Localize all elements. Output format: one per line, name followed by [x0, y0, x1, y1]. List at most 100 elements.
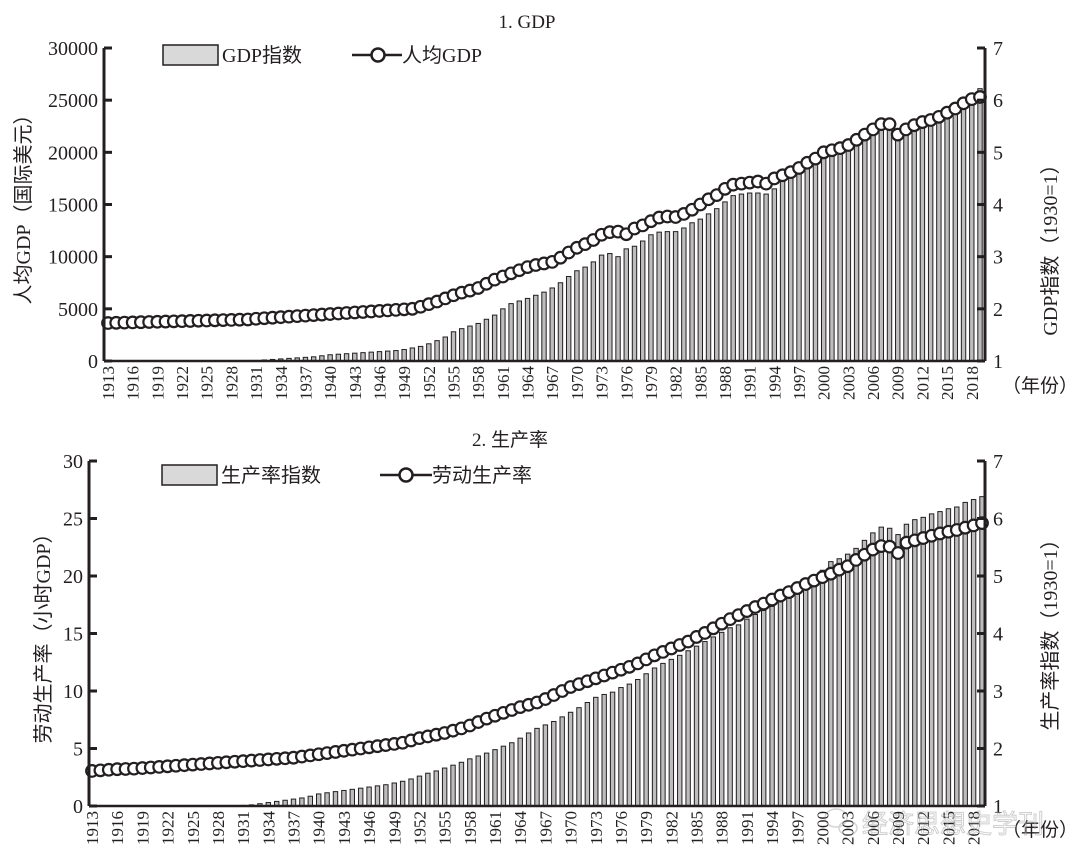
bar-1944 — [360, 352, 366, 362]
bar-1981 — [660, 662, 666, 807]
bar-2013 — [928, 513, 935, 807]
legend: 生产率指数 劳动生产率 — [161, 464, 532, 487]
bar-1978 — [635, 679, 641, 807]
bar-1983 — [677, 654, 683, 807]
left-tick-label: 25 — [63, 509, 83, 531]
bar-1989 — [730, 195, 736, 362]
x-tick-label: 1973 — [587, 811, 606, 845]
watermark-text: 经济思想史学刊 — [862, 810, 1044, 839]
x-tick-label: 1964 — [511, 811, 530, 846]
left-tick-label: 0 — [73, 796, 83, 818]
x-axis-label: （年份） — [1002, 819, 1078, 841]
bar-1949 — [401, 349, 407, 362]
bar-1974 — [601, 693, 607, 807]
bar-1969 — [565, 275, 572, 362]
left-tick-label: 15000 — [48, 195, 98, 217]
bar-1951 — [408, 778, 414, 807]
bar-1958 — [467, 758, 473, 807]
right-tick-label: 1 — [993, 796, 1003, 818]
bar-1956 — [450, 764, 456, 807]
x-tick-label: 1985 — [691, 366, 710, 400]
bar-2004 — [853, 547, 859, 807]
bar-1961 — [492, 749, 498, 807]
watermark: 经济思想史学刊 — [824, 808, 1045, 840]
x-tick-label: 1946 — [360, 811, 379, 845]
x-tick-label: 1937 — [296, 366, 315, 401]
right-tick-label: 7 — [993, 38, 1003, 60]
bar-1986 — [702, 641, 708, 807]
bar-1964 — [524, 297, 531, 362]
bar-1948 — [383, 784, 389, 807]
x-tick-label: 2015 — [939, 811, 958, 845]
bar-1959 — [475, 755, 481, 807]
left-tick-label: 5000 — [58, 299, 98, 321]
x-tick-label: 2003 — [839, 366, 858, 400]
bar-2003 — [844, 553, 851, 807]
x-tick-label: 1982 — [667, 366, 686, 400]
x-tick-label: 1952 — [420, 366, 439, 400]
left-tick-label: 30000 — [48, 38, 98, 60]
legend-line-label: 劳动生产率 — [432, 464, 532, 487]
bar-2004 — [853, 136, 860, 362]
bar-1971 — [582, 266, 588, 362]
x-tick-label: 1997 — [790, 366, 809, 401]
left-tick-label: 30 — [63, 451, 83, 473]
bar-1954 — [442, 336, 448, 362]
x-tick-label: 1964 — [519, 366, 538, 401]
bar-1981 — [664, 231, 671, 362]
bar-1980 — [656, 231, 662, 362]
line-points — [101, 90, 987, 330]
bar-2011 — [912, 519, 918, 807]
right-tick-label: 2 — [993, 299, 1003, 321]
bar-2014 — [937, 511, 943, 807]
bar-2001 — [828, 561, 834, 807]
bar-1947 — [384, 350, 391, 362]
bar-1948 — [393, 350, 399, 362]
bar-1995 — [779, 180, 786, 362]
x-tick-label: 1958 — [461, 811, 480, 845]
right-tick-label: 3 — [993, 681, 1003, 703]
bar-1976 — [623, 248, 629, 362]
legend-bar-label: GDP指数 — [222, 44, 302, 67]
right-tick-label: 4 — [993, 195, 1003, 217]
x-tick-label: 1919 — [148, 366, 167, 400]
bar-1995 — [777, 601, 784, 807]
bar-1973 — [598, 254, 605, 362]
bar-1997 — [794, 591, 800, 807]
x-tick-label: 1988 — [716, 366, 735, 400]
bar-2017 — [960, 100, 967, 362]
bar-2005 — [861, 539, 868, 807]
right-tick-label: 3 — [993, 247, 1003, 269]
bar-1955 — [450, 331, 457, 362]
bar-1963 — [509, 742, 515, 807]
bar-1985 — [697, 218, 704, 362]
bar-1982 — [672, 231, 679, 362]
bar-2009 — [895, 137, 901, 362]
bar-1968 — [557, 282, 564, 362]
bar-1978 — [640, 240, 646, 362]
bar-1998 — [802, 585, 809, 807]
bar-1972 — [590, 261, 597, 362]
x-axis-label: （年份） — [1002, 375, 1078, 397]
bar-1953 — [425, 772, 431, 807]
x-tick-label: 1955 — [445, 366, 464, 400]
bar-2008 — [886, 527, 893, 807]
bar-2010 — [903, 129, 909, 362]
bar-2008 — [886, 121, 893, 362]
bar-2017 — [962, 501, 968, 807]
x-tick-label: 1976 — [612, 811, 631, 845]
bar-1999 — [812, 158, 819, 362]
bar-1977 — [626, 683, 633, 807]
bar-1975 — [609, 691, 616, 807]
bar-1945 — [357, 787, 364, 807]
bar-1992 — [752, 614, 759, 807]
right-tick-label: 5 — [993, 566, 1003, 588]
x-tick-label: 1973 — [593, 366, 612, 400]
left-tick-label: 15 — [63, 624, 83, 646]
right-tick-label: 4 — [993, 624, 1003, 646]
bar-1971 — [576, 707, 582, 807]
legend-bar-swatch — [161, 464, 218, 486]
bar-2015 — [944, 111, 950, 362]
left-tick-label: 5 — [73, 739, 83, 761]
bar-2001 — [829, 149, 835, 362]
